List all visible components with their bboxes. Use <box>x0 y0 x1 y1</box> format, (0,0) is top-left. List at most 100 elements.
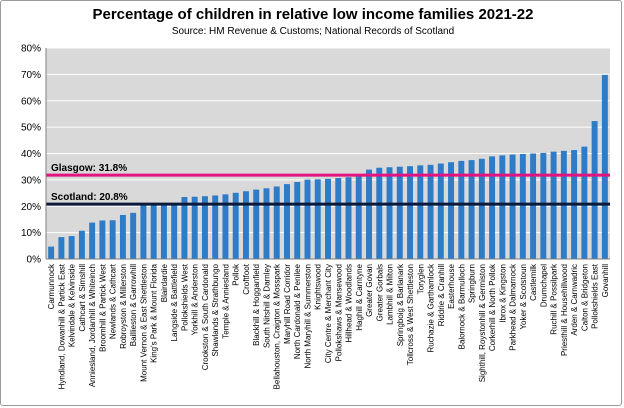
bar <box>468 160 475 259</box>
x-tick-label: North Cardonald & Penilee <box>293 263 302 359</box>
x-tick-label: Cathcart & Simshill <box>78 264 87 332</box>
x-tick-label: Drumchapel <box>539 264 548 307</box>
x-tick-label: Maryhill Road Corridor <box>283 264 292 344</box>
bar <box>201 196 208 259</box>
bar <box>232 192 239 259</box>
x-tick-label: Parkhead & Dalmarnock <box>509 263 518 351</box>
x-tick-label: King's Park & Mount Florida <box>150 263 159 362</box>
x-tick-label: Arden & Carnwadric <box>570 264 579 336</box>
bar <box>509 154 516 259</box>
bar <box>591 121 598 259</box>
bar <box>448 162 455 259</box>
x-tick-label: Pollok <box>232 263 241 286</box>
bar <box>417 165 424 259</box>
bar <box>294 181 301 259</box>
y-tick-label: 70% <box>21 70 41 81</box>
bar <box>530 153 537 259</box>
x-tick-label: Kelvindale & Kelvinside <box>68 263 77 347</box>
chart-subtitle: Source: HM Revenue & Customs; National R… <box>171 26 455 37</box>
x-tick-label: Sighthill, Roystonhill & Germiston <box>478 264 487 382</box>
x-tick-label: Baillieston & Garrowhill <box>129 264 138 346</box>
bar <box>78 230 85 259</box>
bar <box>171 203 178 259</box>
x-tick-label: Mount Vernon & East Shettleston <box>139 264 148 382</box>
bar <box>212 195 219 259</box>
bar <box>191 196 198 259</box>
x-tick-label: South Nitshill & Darnley <box>262 264 271 348</box>
x-tick-label: Broomhill & Partick West <box>98 263 107 352</box>
x-tick-label: Crookston & South Cardonald <box>201 264 210 370</box>
x-tick-label: Easterhouse <box>447 263 456 308</box>
bar <box>109 220 116 259</box>
x-tick-label: Riddrie & Cranhill <box>437 264 446 326</box>
bar <box>601 74 608 259</box>
bar <box>314 179 321 259</box>
x-tick-label: Robroyston & Millerston <box>119 264 128 349</box>
x-tick-label: Knightswood <box>314 264 323 310</box>
bar <box>345 177 352 259</box>
x-tick-label: Temple & Anniesland <box>221 264 230 339</box>
bar <box>89 222 96 259</box>
bar <box>540 152 547 259</box>
bar <box>386 167 393 259</box>
bar <box>181 197 188 259</box>
y-tick-label: 50% <box>21 123 41 134</box>
x-tick-label: Priesthill & Househillwood <box>560 264 569 356</box>
y-tick-label: 80% <box>21 44 41 55</box>
x-tick-label: Yoker & Scotstoun <box>519 264 528 330</box>
bar <box>325 178 331 259</box>
bar <box>242 191 249 259</box>
bar <box>519 154 526 259</box>
y-tick-label: 20% <box>21 202 41 213</box>
bar <box>437 163 444 259</box>
y-tick-label: 60% <box>21 96 41 107</box>
x-tick-label: Anniesland, Jordanhill & Whiteinch <box>88 264 97 387</box>
x-tick-label: Langside & Battlefield <box>170 264 179 341</box>
y-tick-label: 10% <box>21 228 41 239</box>
bar <box>376 167 383 259</box>
x-tick-label: Springboig & Barlanark <box>396 263 405 346</box>
x-tick-label: Hyndland, Dowanhill & Partick East <box>57 263 66 389</box>
chart-title: Percentage of children in relative low i… <box>92 6 534 23</box>
bar <box>284 184 290 259</box>
x-tick-label: Calton & Bridgeton <box>580 264 589 331</box>
x-tick-label: Balornock & Barmulloch <box>457 264 466 349</box>
x-tick-label: Ruchazie & Garthamlock <box>427 263 436 352</box>
x-tick-label: Greater Gorbals <box>375 264 384 321</box>
x-tick-label: Lambhill & Milton <box>386 264 395 325</box>
reference-line-label: Scotland: 20.8% <box>51 192 128 203</box>
reference-line-label: Glasgow: 31.8% <box>51 163 127 174</box>
bar <box>304 179 311 259</box>
x-tick-label: Toryglen <box>416 264 425 294</box>
bar <box>58 237 65 259</box>
x-tick-label: Newlands & Cathcart <box>109 263 118 339</box>
y-tick-label: 0% <box>27 255 42 266</box>
bar <box>458 160 465 259</box>
bar <box>253 189 260 259</box>
x-tick-label: Haghill & Carntyne <box>355 263 364 330</box>
x-tick-label: Blairdardie <box>160 263 169 302</box>
bar <box>478 158 485 259</box>
bar <box>263 188 270 259</box>
x-tick-label: Carmunnock <box>47 263 56 309</box>
bar <box>119 214 126 259</box>
bar <box>489 156 496 259</box>
x-tick-label: Blackhill & Hogganfield <box>252 264 261 346</box>
bar <box>396 166 403 259</box>
bar <box>427 164 434 259</box>
bar <box>99 220 106 259</box>
x-tick-label: City Centre & Merchant City <box>324 264 333 363</box>
x-tick-label: Bellahouston, Craigton & Mosspark <box>273 263 282 389</box>
x-tick-label: Croftfoot <box>242 263 251 294</box>
y-tick-label: 40% <box>21 149 41 160</box>
bar <box>68 236 75 259</box>
x-tick-label: Hillhead & Woodlands <box>345 264 354 343</box>
bar <box>366 169 372 259</box>
x-tick-label: Pollokshields West <box>180 263 189 331</box>
bar <box>355 176 362 259</box>
x-tick-label: North Maryhill & Summerston <box>303 264 312 368</box>
x-tick-label: Govanhill <box>601 264 610 298</box>
bar <box>140 205 147 259</box>
